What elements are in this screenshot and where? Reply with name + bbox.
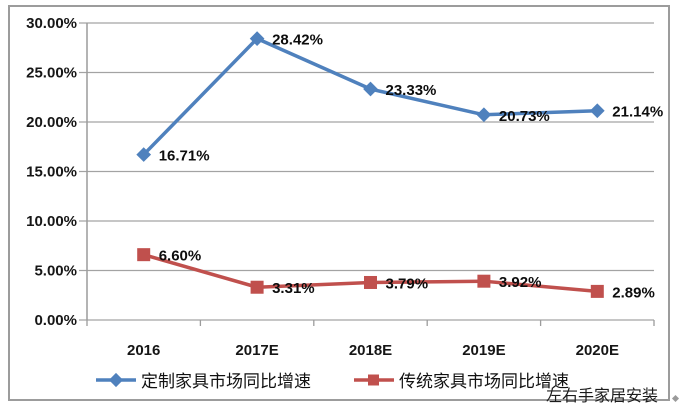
x-axis-label: 2020E bbox=[576, 342, 619, 359]
data-point-label: 3.31% bbox=[272, 280, 315, 297]
x-axis-label: 2016 bbox=[127, 342, 160, 359]
data-point-marker-diamond bbox=[589, 103, 605, 119]
data-point-label: 16.71% bbox=[159, 148, 210, 165]
data-point-marker-square bbox=[137, 248, 151, 262]
legend-item-custom-furniture: 定制家具市场同比增速 bbox=[95, 367, 311, 392]
legend-item-traditional-furniture: 传统家具市场同比增速 bbox=[353, 367, 569, 392]
y-axis-label: 5.00% bbox=[34, 263, 77, 280]
data-point-label: 28.42% bbox=[272, 32, 323, 49]
chart-frame bbox=[8, 5, 670, 401]
data-point-label: 21.14% bbox=[612, 104, 663, 121]
watermark-text: 左右手家居安装 bbox=[546, 388, 659, 405]
legend: 定制家具市场同比增速 传统家具市场同比增速 bbox=[95, 367, 569, 392]
y-axis-label: 20.00% bbox=[26, 114, 77, 131]
data-point-label: 3.79% bbox=[386, 275, 429, 292]
data-point-marker-diamond bbox=[363, 81, 378, 97]
legend-label-traditional-furniture: 传统家具市场同比增速 bbox=[399, 372, 569, 391]
legend-label-custom-furniture: 定制家具市场同比增速 bbox=[141, 372, 311, 391]
data-point-label: 20.73% bbox=[499, 108, 550, 125]
custom-series-line bbox=[141, 36, 600, 157]
data-point-marker-square bbox=[477, 274, 491, 288]
data-point-marker-square bbox=[590, 284, 604, 298]
y-axis-label: 30.00% bbox=[26, 15, 77, 32]
data-point-label: 6.60% bbox=[159, 248, 202, 265]
legend-marker-diamond-icon bbox=[96, 372, 136, 387]
data-point-marker-diamond bbox=[476, 107, 492, 123]
y-axis-label: 10.00% bbox=[26, 213, 77, 230]
x-axis-label: 2019E bbox=[462, 342, 505, 359]
data-point-label: 23.33% bbox=[386, 82, 437, 99]
data-point-marker-square bbox=[250, 280, 264, 294]
legend-marker-square-icon bbox=[354, 374, 394, 385]
y-axis-label: 25.00% bbox=[26, 65, 77, 82]
data-point-marker-square bbox=[364, 275, 377, 289]
x-axis-label: 2018E bbox=[349, 342, 392, 359]
x-axis-label: 2017E bbox=[235, 342, 278, 359]
y-axis-label: 15.00% bbox=[26, 164, 77, 181]
data-point-label: 2.89% bbox=[612, 284, 655, 301]
data-point-marker-diamond bbox=[136, 147, 152, 162]
data-point-label: 3.92% bbox=[499, 274, 542, 291]
y-axis-label: 0.00% bbox=[34, 312, 77, 329]
